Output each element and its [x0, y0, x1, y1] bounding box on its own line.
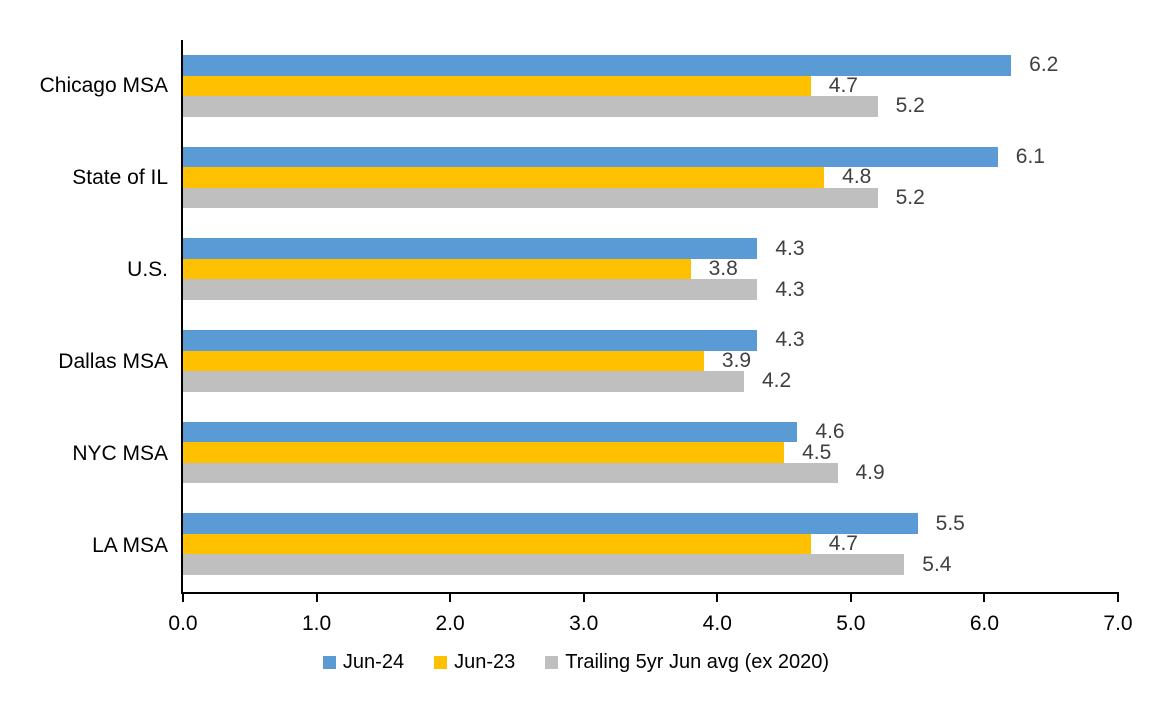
category-label-nyc-msa: NYC MSA — [72, 442, 168, 466]
bar-value-label: 5.2 — [895, 185, 925, 209]
bar-value-label: 3.8 — [708, 257, 738, 281]
bar-value-label: 4.7 — [828, 532, 858, 556]
bar-value-label: 4.8 — [842, 165, 872, 189]
bar-row-jun-23-state-of-il: 4.8 — [183, 165, 1118, 189]
bar-jun-24-u-s — [183, 238, 758, 259]
bar-row-jun-24-chicago-msa: 6.2 — [183, 53, 1118, 77]
legend-item-jun-23: Jun-23 — [434, 651, 515, 674]
bar-value-label: 6.1 — [1015, 144, 1045, 168]
bar-trailing-5yr-jun-avg-ex-2020-chicago-msa — [183, 96, 878, 117]
bar-value-label: 4.2 — [762, 369, 792, 393]
bar-row-jun-24-state-of-il: 6.1 — [183, 144, 1118, 168]
x-axis-tick-labels: 0.0 1.0 2.0 3.0 4.0 5.0 6.0 7.0 — [168, 612, 1132, 638]
bar-jun-24-dallas-msa — [183, 330, 758, 351]
category-label-state-of-il: State of IL — [72, 165, 168, 189]
x-tick-label-0-0: 0.0 — [168, 612, 198, 635]
x-tick-label-5-0: 5.0 — [836, 612, 866, 635]
bar-groups: 6.2 4.7 5.2 6.1 4.8 5.2 4.3 3.8 4.3 4.3 3.9 4.2 4.6 4… — [183, 40, 1118, 592]
legend: Jun-24 Jun-23 Trailing 5yr Jun avg (ex 202… — [0, 651, 1152, 674]
x-tick-label-4-0: 4.0 — [702, 612, 732, 635]
bar-trailing-5yr-jun-avg-ex-2020-u-s — [183, 279, 758, 300]
category-label-la-msa: LA MSA — [92, 534, 168, 558]
bar-row-jun-23-la-msa: 4.7 — [183, 532, 1118, 556]
bar-jun-24-la-msa — [183, 513, 918, 534]
bar-jun-24-chicago-msa — [183, 55, 1012, 76]
bar-row-jun-24-dallas-msa: 4.3 — [183, 328, 1118, 352]
bar-jun-23-u-s — [183, 258, 691, 280]
legend-swatch-trailing-5yr-jun-avg-ex-2020 — [545, 656, 559, 669]
bar-row-jun-24-nyc-msa: 4.6 — [183, 420, 1118, 443]
x-tick-2-0 — [449, 592, 452, 602]
x-tick-label-7-0: 7.0 — [1103, 612, 1133, 635]
legend-label-trailing-5yr-jun-avg-ex-2020: Trailing 5yr Jun avg (ex 2020) — [565, 651, 830, 673]
bar-row-trailing-5yr-jun-avg-ex-2020-la-msa: 5.4 — [183, 552, 1118, 576]
x-tick-label-1-0: 1.0 — [301, 612, 332, 635]
bar-value-label: 5.5 — [935, 511, 965, 535]
category-label-dallas-msa: Dallas MSA — [58, 350, 168, 374]
x-tick-5-0 — [849, 592, 852, 602]
bar-row-jun-23-chicago-msa: 4.7 — [183, 73, 1118, 97]
bar-jun-23-state-of-il — [183, 167, 825, 188]
bar-jun-23-chicago-msa — [183, 75, 811, 96]
bar-trailing-5yr-jun-avg-ex-2020-state-of-il — [183, 187, 878, 209]
bar-jun-23-la-msa — [183, 533, 811, 555]
legend-label-jun-24: Jun-24 — [342, 651, 405, 673]
bar-trailing-5yr-jun-avg-ex-2020-nyc-msa — [183, 462, 838, 484]
category-label-u-s: U.S. — [127, 257, 168, 281]
bar-value-label: 4.9 — [855, 461, 885, 484]
legend-item-trailing-5yr-jun-avg-ex-2020: Trailing 5yr Jun avg (ex 2020) — [545, 651, 829, 674]
bar-value-label: 3.9 — [721, 348, 752, 372]
bar-value-label: 4.3 — [775, 277, 805, 301]
bar-group-nyc-msa: 4.6 4.5 4.9 — [183, 420, 1118, 484]
bar-jun-24-state-of-il — [183, 146, 998, 168]
bar-value-label: 4.6 — [815, 420, 845, 443]
bar-value-label: 6.2 — [1029, 53, 1059, 77]
legend-swatch-jun-24 — [322, 656, 336, 669]
bar-value-label: 5.4 — [922, 552, 952, 576]
bar-jun-24-nyc-msa — [183, 421, 798, 443]
bar-row-jun-23-dallas-msa: 3.9 — [183, 348, 1118, 372]
legend-swatch-jun-23 — [434, 656, 448, 669]
bar-value-label: 4.3 — [775, 328, 805, 352]
bar-trailing-5yr-jun-avg-ex-2020-dallas-msa — [183, 371, 744, 392]
bar-row-trailing-5yr-jun-avg-ex-2020-u-s: 4.3 — [183, 277, 1118, 301]
x-tick-7-0 — [1117, 592, 1119, 602]
plot-area: 6.2 4.7 5.2 6.1 4.8 5.2 4.3 3.8 4.3 4.3 3.9 4.2 4.6 4… — [181, 40, 1119, 602]
bar-group-la-msa: 5.5 4.7 5.4 — [183, 511, 1118, 576]
x-tick-3-0 — [582, 592, 585, 602]
bar-row-jun-23-u-s: 3.8 — [183, 257, 1118, 281]
bar-group-chicago-msa: 6.2 4.7 5.2 — [183, 53, 1118, 118]
bar-jun-23-nyc-msa — [183, 442, 785, 463]
x-tick-6-0 — [983, 592, 986, 602]
bar-row-jun-24-la-msa: 5.5 — [183, 511, 1118, 535]
bar-row-jun-23-nyc-msa: 4.5 — [183, 440, 1118, 464]
x-tick-label-3-0: 3.0 — [569, 612, 599, 635]
bar-row-trailing-5yr-jun-avg-ex-2020-state-of-il: 5.2 — [183, 185, 1118, 209]
bar-group-state-of-il: 6.1 4.8 5.2 — [183, 144, 1118, 209]
bar-value-label: 4.3 — [775, 236, 805, 260]
bar-value-label: 4.5 — [802, 440, 832, 464]
bar-jun-23-dallas-msa — [183, 350, 704, 372]
x-tick-label-2-0: 2.0 — [435, 612, 465, 635]
bar-row-trailing-5yr-jun-avg-ex-2020-nyc-msa: 4.9 — [183, 461, 1118, 484]
x-tick-1-0 — [315, 592, 318, 602]
bar-row-jun-24-u-s: 4.3 — [183, 236, 1118, 260]
category-label-chicago-msa: Chicago MSA — [39, 73, 168, 97]
x-tick-0-0 — [182, 592, 184, 602]
bar-value-label: 5.2 — [895, 94, 925, 118]
legend-item-jun-24: Jun-24 — [322, 651, 405, 674]
legend-label-jun-23: Jun-23 — [454, 651, 516, 673]
bar-row-trailing-5yr-jun-avg-ex-2020-chicago-msa: 5.2 — [183, 94, 1118, 118]
bar-group-dallas-msa: 4.3 3.9 4.2 — [183, 328, 1118, 393]
bar-row-trailing-5yr-jun-avg-ex-2020-dallas-msa: 4.2 — [183, 369, 1118, 393]
x-axis-ticks — [182, 40, 1119, 602]
bar-value-label: 4.7 — [828, 73, 858, 97]
x-tick-4-0 — [716, 592, 719, 602]
bar-group-u-s: 4.3 3.8 4.3 — [183, 236, 1118, 301]
x-tick-label-6-0: 6.0 — [969, 612, 1000, 635]
category-axis-labels: Chicago MSA State of IL U.S. Dallas MSA NYC … — [0, 40, 168, 594]
bar-trailing-5yr-jun-avg-ex-2020-la-msa — [183, 554, 905, 575]
